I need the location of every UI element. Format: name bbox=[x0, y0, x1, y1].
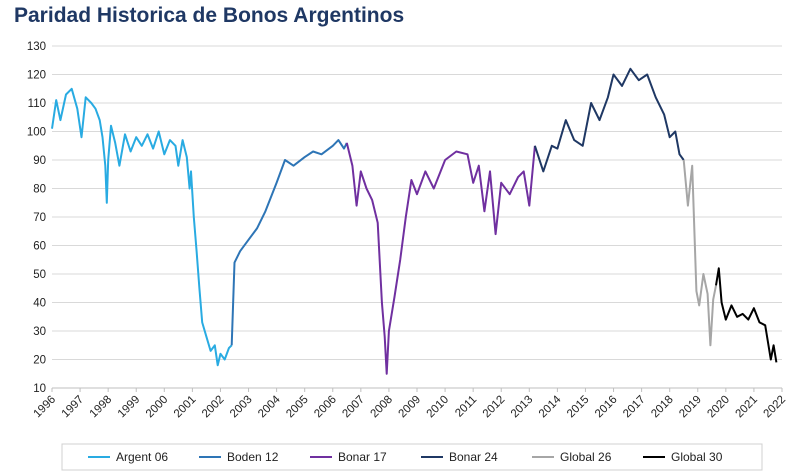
x-tick-label: 2001 bbox=[172, 394, 199, 421]
x-tick-label: 2005 bbox=[284, 394, 311, 421]
x-tick-label: 1998 bbox=[88, 394, 115, 421]
x-tick-label: 2022 bbox=[762, 394, 789, 421]
x-tick-label: 2000 bbox=[144, 394, 171, 421]
legend-box bbox=[61, 443, 763, 471]
legend: Argent 06 Boden 12 Bonar 17 Bonar 24 Global … bbox=[61, 443, 763, 471]
x-tick-label: 2003 bbox=[228, 394, 255, 421]
legend-label: Bonar 24 bbox=[449, 450, 498, 464]
gridlines bbox=[52, 45, 782, 389]
x-tick-label: 2019 bbox=[677, 394, 704, 421]
x-tick-label: 2011 bbox=[453, 394, 479, 420]
x-tick-label: 1999 bbox=[116, 394, 143, 421]
x-tick-label: 2012 bbox=[481, 394, 508, 421]
y-tick-label: 110 bbox=[28, 98, 46, 110]
y-tick-label: 40 bbox=[33, 298, 46, 310]
series-line-1 bbox=[51, 87, 233, 367]
x-tick-label: 2009 bbox=[397, 394, 424, 421]
x-tick-label: 2018 bbox=[649, 394, 676, 421]
x-axis-ticks: 1996 1997 1998 1999 2000 2001 2002 2003 2004 2005… bbox=[32, 388, 789, 421]
y-tick-label: 120 bbox=[27, 70, 46, 82]
series-line-4 bbox=[533, 67, 685, 173]
legend-label: Bonar 17 bbox=[338, 450, 387, 464]
y-tick-label: 100 bbox=[27, 127, 46, 139]
legend-label: Global 26 bbox=[560, 450, 612, 464]
x-tick-label: 2006 bbox=[312, 394, 339, 421]
x-tick-label: 2007 bbox=[340, 394, 367, 421]
x-tick-label: 2016 bbox=[593, 394, 620, 421]
y-tick-label: 10 bbox=[33, 383, 46, 395]
x-tick-label: 2002 bbox=[200, 394, 227, 421]
chart-title: Paridad Historica de Bonos Argentinos bbox=[14, 4, 405, 27]
x-tick-label: 2015 bbox=[565, 394, 592, 421]
legend-label: Boden 12 bbox=[227, 450, 279, 464]
x-tick-label: 1997 bbox=[60, 394, 87, 421]
y-tick-label: 70 bbox=[33, 212, 46, 224]
y-axis-ticks: 10 20 30 40 50 60 70 80 90 100 110 120 130 bbox=[27, 41, 46, 395]
y-tick-label: 60 bbox=[33, 241, 46, 253]
x-tick-label: 1996 bbox=[32, 394, 59, 421]
x-tick-label: 2014 bbox=[537, 393, 564, 420]
x-tick-label: 2017 bbox=[621, 394, 648, 421]
series-line-5 bbox=[682, 159, 717, 347]
series-lines bbox=[51, 67, 778, 375]
x-tick-label: 2004 bbox=[256, 393, 283, 420]
series-line-6 bbox=[715, 267, 778, 363]
series-line-2 bbox=[230, 139, 348, 346]
x-tick-label: 2020 bbox=[705, 394, 732, 421]
y-tick-label: 80 bbox=[33, 184, 46, 196]
x-tick-label: 2013 bbox=[509, 394, 536, 421]
y-tick-label: 90 bbox=[33, 155, 46, 167]
x-tick-label: 2010 bbox=[425, 394, 452, 421]
x-tick-label: 2008 bbox=[368, 394, 395, 421]
y-tick-label: 50 bbox=[33, 269, 46, 281]
y-tick-label: 20 bbox=[33, 355, 46, 367]
y-tick-label: 30 bbox=[33, 326, 46, 338]
legend-label: Argent 06 bbox=[116, 450, 168, 464]
y-tick-label: 130 bbox=[27, 41, 46, 53]
series-line-3 bbox=[345, 142, 536, 375]
x-tick-label: 2021 bbox=[733, 394, 760, 421]
legend-label: Global 30 bbox=[671, 450, 723, 464]
